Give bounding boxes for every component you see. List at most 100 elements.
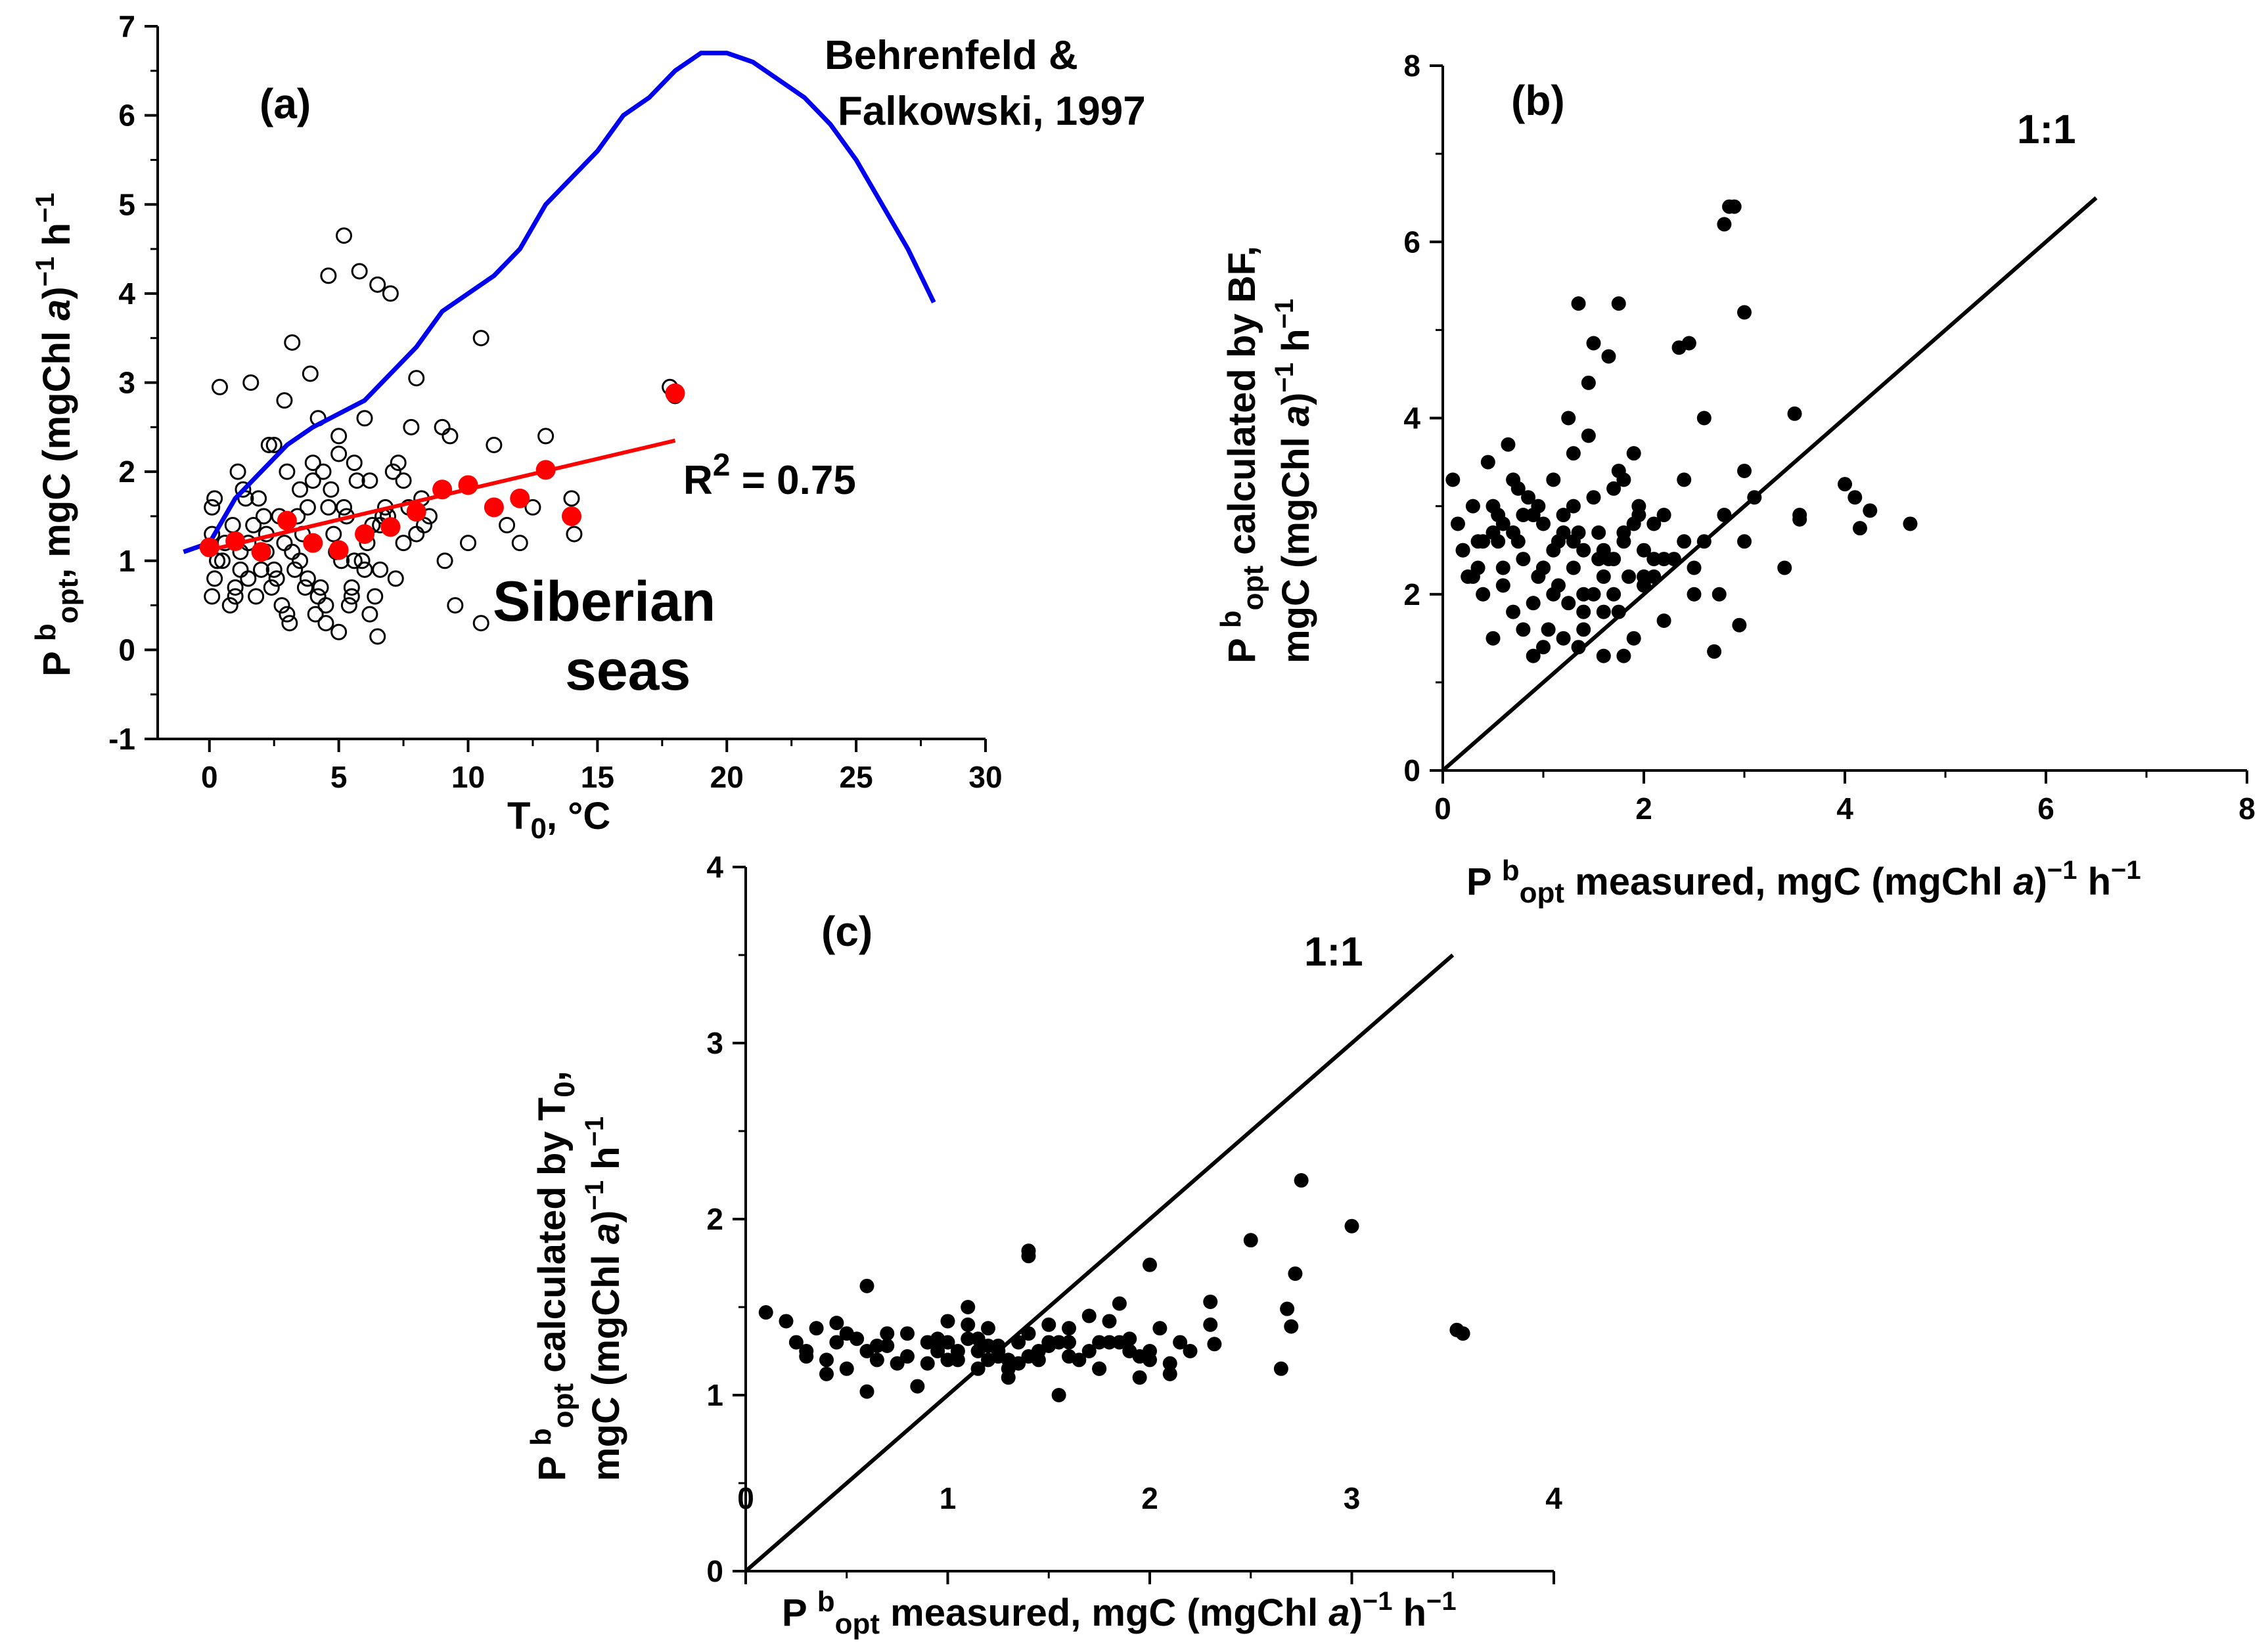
a-bf-curve <box>183 51 936 554</box>
a-y-axis-label: P bopt, mgC (mgChl a)−1 h−1 <box>30 192 84 677</box>
b-x-axis-label-p: P <box>1466 860 1502 903</box>
a-measurement-point <box>351 263 368 280</box>
c-station-point <box>1280 1301 1295 1316</box>
b-station-point <box>1863 503 1878 518</box>
a-binned-mean-point <box>432 479 453 500</box>
a-measurement-point <box>348 472 365 489</box>
a-region-line1: Siberian <box>493 570 715 633</box>
a-y-tick-label: 0 <box>118 633 135 667</box>
b-y-label-line1: P bopt calculated by BF, <box>1215 246 1269 663</box>
a-binned-mean-point <box>329 540 349 560</box>
c-station-point <box>869 1352 884 1368</box>
b-station-point <box>1596 604 1611 619</box>
b-station-point <box>1616 648 1631 663</box>
a-measurement-point <box>472 615 489 632</box>
c-station-point <box>1455 1326 1470 1341</box>
a-measurement-point <box>265 561 283 578</box>
c-station-point <box>859 1278 874 1293</box>
a-measurement-point <box>361 472 378 489</box>
a-measurement-point <box>346 552 363 569</box>
b-y-tick-label: 0 <box>1403 753 1420 788</box>
a-measurement-point <box>284 334 301 351</box>
a-measurement-point <box>232 561 249 578</box>
b-station-point <box>1450 516 1465 531</box>
c-station-point <box>819 1352 834 1368</box>
a-measurement-point <box>447 597 464 614</box>
a-measurement-point <box>304 472 321 489</box>
c-y-label-line2-e2: −1 <box>580 1117 609 1147</box>
b-station-point <box>1601 349 1616 364</box>
c-y-tick-label: 1 <box>706 1378 723 1412</box>
c-station-point <box>1207 1337 1222 1352</box>
b-y-axis-label: P bopt calculated by BF, mgC (mgChl a)−1 … <box>1215 246 1317 663</box>
a-binned-mean-point <box>199 537 219 558</box>
b-station-point <box>1732 617 1747 633</box>
b-station-point <box>1571 525 1586 540</box>
a-measurement-point <box>304 455 321 472</box>
b-y-label-line2-a: a <box>1275 405 1317 426</box>
b-station-point <box>1546 472 1561 487</box>
a-measurement-point <box>276 535 293 552</box>
b-y-label-line1-opt: opt <box>1237 566 1269 611</box>
c-station-point <box>940 1314 955 1329</box>
c-panel-label: (c) <box>821 908 873 955</box>
a-measurement-point <box>204 499 221 516</box>
c-x-tick-label: 2 <box>1141 1481 1158 1515</box>
a-y-tick-label: 7 <box>118 9 135 43</box>
b-station-point <box>1495 560 1510 575</box>
a-measurement-point <box>299 570 316 587</box>
a-y-label-text-p: P <box>35 641 78 677</box>
a-measurement-point <box>403 418 420 435</box>
a-x-tick-label: 0 <box>201 760 218 794</box>
a-y-label-a: a <box>35 300 78 321</box>
c-station-point <box>920 1356 935 1371</box>
a-y-tick-label: 4 <box>118 277 135 311</box>
b-station-point <box>1495 516 1510 531</box>
c-station-point <box>1112 1335 1127 1350</box>
a-bf-label-line1: Behrenfeld & <box>825 33 1078 78</box>
b-station-point <box>1455 543 1470 558</box>
c-x-axis-label-p: P <box>782 1592 817 1634</box>
c-station-point <box>1062 1349 1076 1364</box>
a-binned-mean-point <box>510 488 530 508</box>
a-measurement-point <box>563 490 580 507</box>
c-y-label-sub: 0 <box>549 1081 581 1097</box>
a-y-label-e1: −1 <box>31 257 60 287</box>
b-station-point <box>1616 525 1631 540</box>
a-y-label-text: P bopt, mgC (mgChl a)−1 h−1 <box>30 192 84 677</box>
a-measurement-point <box>248 588 265 605</box>
c-x-tick-label: 4 <box>1545 1481 1562 1515</box>
c-y-tick-label: 0 <box>706 1554 723 1588</box>
c-station-point <box>788 1335 804 1350</box>
b-station-point <box>1687 560 1702 575</box>
c-station-point <box>758 1305 773 1320</box>
a-axes: 0 5 10 15 20 25 30 -1 0 1 2 3 4 5 6 7 <box>108 9 1002 794</box>
a-measurement-point <box>384 463 401 480</box>
c-y-label-line2-e1: −1 <box>580 1180 609 1211</box>
c-station-point <box>1284 1319 1299 1334</box>
a-measurement-point <box>209 552 226 569</box>
a-y-label-h: h <box>35 223 78 257</box>
b-station-point <box>1656 508 1671 523</box>
c-station-point <box>1173 1335 1188 1350</box>
b-station-point <box>1637 569 1651 584</box>
b-station-point <box>1606 481 1622 496</box>
b-station-point <box>1792 512 1807 527</box>
a-measurement-point <box>369 628 386 645</box>
b-station-point <box>1536 560 1551 575</box>
a-measurement-point <box>307 606 324 623</box>
c-station-point <box>1112 1296 1127 1311</box>
b-station-point <box>1576 604 1591 619</box>
c-station-point <box>1102 1335 1117 1350</box>
c-station-point <box>880 1326 895 1341</box>
a-x-tick-label: 20 <box>710 760 744 794</box>
c-station-point <box>970 1331 986 1347</box>
a-measurement-point <box>265 436 283 453</box>
b-x-tick-label: 4 <box>1836 791 1853 826</box>
a-measurement-point <box>221 597 238 614</box>
c-station-point <box>1062 1335 1076 1350</box>
c-y-label-line1-b: b <box>525 1428 557 1446</box>
a-measurement-point <box>395 535 412 552</box>
